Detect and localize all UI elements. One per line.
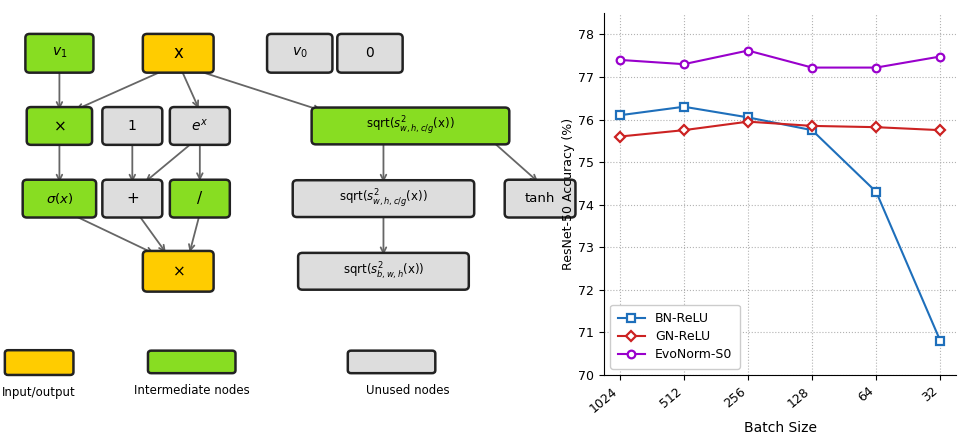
Line: GN-ReLU: GN-ReLU [616, 118, 944, 140]
FancyBboxPatch shape [298, 253, 469, 290]
GN-ReLU [678, 128, 690, 133]
GN-ReLU [934, 128, 946, 133]
Text: $\sigma(x)$: $\sigma(x)$ [45, 191, 73, 206]
Line: EvoNorm-S0: EvoNorm-S0 [616, 47, 944, 72]
Text: Unused nodes: Unused nodes [366, 384, 449, 397]
FancyBboxPatch shape [22, 180, 97, 218]
EvoNorm-S0 [807, 65, 818, 70]
FancyBboxPatch shape [102, 180, 162, 218]
Text: sqrt($s^2_{w,h,c/g}$(x)): sqrt($s^2_{w,h,c/g}$(x)) [366, 115, 455, 137]
FancyBboxPatch shape [348, 351, 436, 373]
BN-ReLU [807, 128, 818, 133]
FancyBboxPatch shape [27, 107, 92, 145]
FancyBboxPatch shape [337, 34, 403, 73]
Text: Intermediate nodes: Intermediate nodes [134, 384, 249, 397]
BN-ReLU [742, 115, 753, 120]
BN-ReLU [678, 104, 690, 109]
FancyBboxPatch shape [148, 351, 236, 373]
GN-ReLU [614, 134, 626, 139]
GN-ReLU [742, 119, 753, 124]
X-axis label: Batch Size: Batch Size [744, 421, 816, 435]
FancyBboxPatch shape [102, 107, 162, 145]
Text: 0: 0 [365, 46, 375, 60]
Text: /: / [197, 191, 203, 206]
Line: BN-ReLU: BN-ReLU [616, 103, 944, 345]
GN-ReLU [870, 125, 882, 130]
FancyBboxPatch shape [293, 180, 474, 217]
Text: sqrt($s^2_{w,h,c/g}$(x)): sqrt($s^2_{w,h,c/g}$(x)) [339, 187, 428, 210]
Text: +: + [126, 191, 139, 206]
BN-ReLU [614, 112, 626, 118]
EvoNorm-S0 [678, 61, 690, 67]
FancyBboxPatch shape [170, 107, 230, 145]
FancyBboxPatch shape [25, 34, 94, 73]
EvoNorm-S0 [614, 57, 626, 62]
FancyBboxPatch shape [143, 34, 213, 73]
Legend: BN-ReLU, GN-ReLU, EvoNorm-S0: BN-ReLU, GN-ReLU, EvoNorm-S0 [610, 305, 740, 369]
BN-ReLU [870, 189, 882, 194]
EvoNorm-S0 [870, 65, 882, 70]
Text: $\times$: $\times$ [53, 119, 66, 133]
FancyBboxPatch shape [312, 108, 509, 144]
Text: tanh: tanh [525, 192, 555, 205]
GN-ReLU [807, 123, 818, 129]
Text: 1: 1 [128, 119, 137, 133]
Y-axis label: ResNet-50 Accuracy (%): ResNet-50 Accuracy (%) [562, 118, 575, 270]
Text: Input/output: Input/output [2, 385, 75, 399]
Text: x: x [173, 44, 184, 62]
EvoNorm-S0 [934, 54, 946, 59]
Text: $\times$: $\times$ [172, 264, 185, 279]
Text: $v_0$: $v_0$ [292, 46, 307, 61]
FancyBboxPatch shape [504, 180, 576, 218]
FancyBboxPatch shape [170, 180, 230, 218]
Text: $e^x$: $e^x$ [191, 118, 209, 134]
BN-ReLU [934, 338, 946, 344]
Text: sqrt($s^2_{b,w,h}$(x)): sqrt($s^2_{b,w,h}$(x)) [343, 261, 424, 282]
Text: $v_1$: $v_1$ [51, 46, 68, 61]
EvoNorm-S0 [742, 48, 753, 53]
FancyBboxPatch shape [5, 350, 73, 375]
FancyBboxPatch shape [143, 251, 213, 292]
FancyBboxPatch shape [267, 34, 332, 73]
